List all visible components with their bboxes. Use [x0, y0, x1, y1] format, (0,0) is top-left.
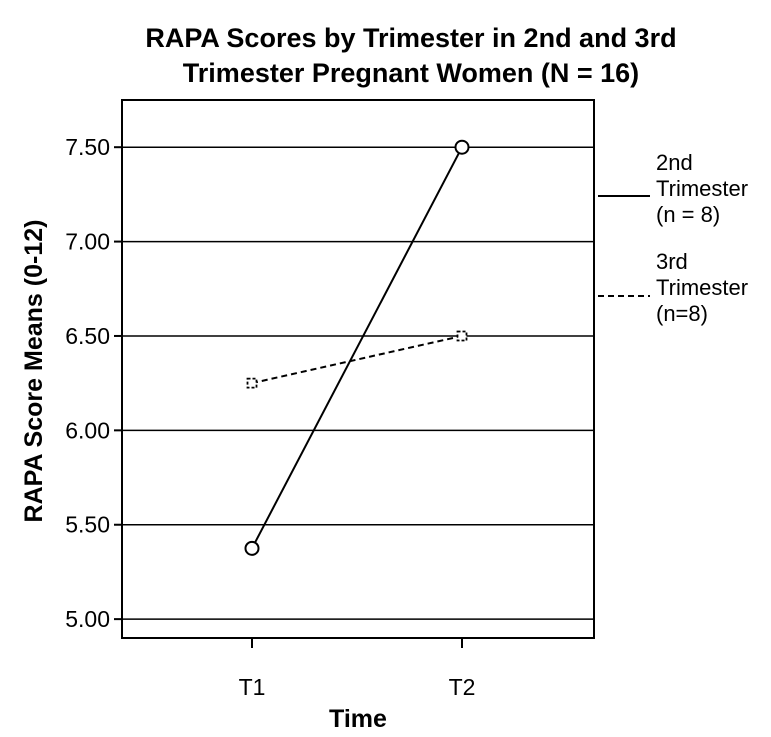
series-2-point-1 — [456, 330, 468, 342]
chart-title-line-1: RAPA Scores by Trimester in 2nd and 3rd — [145, 23, 676, 53]
chart-title-line-2: Trimester Pregnant Women (N = 16) — [183, 58, 639, 88]
x-axis-title: Time — [329, 705, 387, 733]
y-tick-label-3: 6.50 — [65, 323, 110, 349]
series — [244, 139, 470, 556]
legend-label-2-line-1: 3rd — [656, 249, 688, 274]
series-2-line — [251, 334, 463, 385]
series-1-point-1 — [454, 139, 470, 155]
legend-label-1-line-1: 2nd — [656, 150, 693, 175]
chart-title: RAPA Scores by Trimester in 2nd and 3rd … — [145, 23, 676, 88]
x-tick-label-1: T2 — [449, 674, 476, 700]
legend-label-2-line-2: Trimester — [656, 275, 748, 300]
plot-area-frame — [121, 99, 595, 639]
legend-label-1-line-3: (n = 8) — [656, 202, 720, 227]
series-1-point-0 — [244, 540, 260, 556]
x-tick-label-0: T1 — [239, 674, 266, 700]
y-tick-label-2: 6.00 — [65, 417, 110, 443]
gridlines — [122, 146, 594, 620]
y-tick-label-4: 7.00 — [65, 229, 110, 255]
series-1 — [244, 139, 470, 556]
y-axis-title: RAPA Score Means (0-12) — [20, 220, 48, 523]
y-axis-ticks: 5.00 5.50 6.00 6.50 7.00 7.50 — [65, 134, 122, 632]
series-2-point-0 — [246, 377, 258, 389]
series-2 — [246, 330, 468, 389]
series-1-line — [251, 146, 463, 549]
legend-label-1-line-2: Trimester — [656, 176, 748, 201]
y-tick-label-1: 5.50 — [65, 512, 110, 538]
y-tick-label-5: 7.50 — [65, 134, 110, 160]
legend-label-2-line-3: (n=8) — [656, 301, 708, 326]
x-axis-ticks: T1 T2 — [239, 638, 476, 700]
y-tick-label-0: 5.00 — [65, 606, 110, 632]
